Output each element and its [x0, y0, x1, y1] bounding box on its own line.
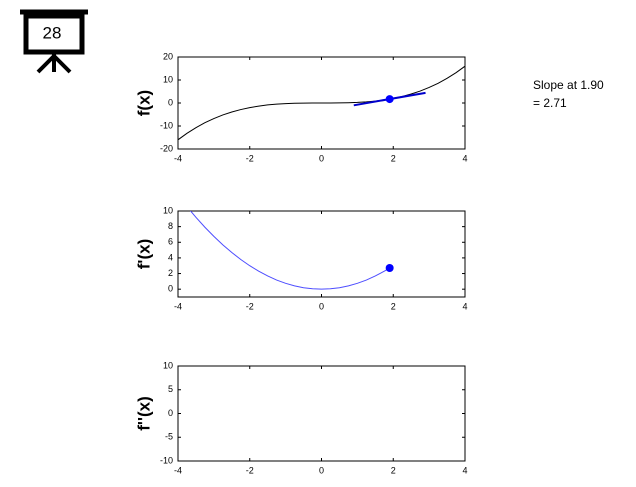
- y-tick-label: -5: [165, 432, 173, 442]
- y-tick-label: 5: [168, 384, 173, 394]
- y-tick-label: 10: [163, 74, 173, 84]
- x-tick-label: 2: [391, 301, 396, 311]
- y-tick-label: 8: [168, 221, 173, 231]
- axes-box: [177, 365, 466, 462]
- y-tick-label: -20: [160, 143, 173, 153]
- x-tick-label: -4: [174, 153, 182, 163]
- x-tick-label: 4: [462, 301, 467, 311]
- axes-box: [177, 210, 466, 298]
- x-tick-label: 2: [391, 153, 396, 163]
- y-tick-label: -10: [160, 120, 173, 130]
- y-tick-label: 20: [163, 51, 173, 61]
- y-axis-label: f''(x): [134, 396, 153, 431]
- slide-icon: 28: [20, 9, 88, 74]
- y-tick-label: 0: [168, 408, 173, 418]
- curve: [178, 65, 465, 141]
- slide-number: 28: [43, 23, 62, 42]
- x-tick-label: -4: [174, 465, 182, 475]
- curve: [189, 211, 390, 290]
- x-tick-label: 0: [319, 153, 324, 163]
- y-axis-label: f(x): [134, 90, 153, 116]
- y-tick-label: 0: [168, 97, 173, 107]
- y-tick-label: 10: [163, 360, 173, 370]
- x-tick-label: 2: [391, 465, 396, 475]
- y-tick-label: 10: [163, 205, 173, 215]
- x-tick-label: -2: [246, 301, 254, 311]
- x-tick-label: 0: [319, 301, 324, 311]
- y-tick-label: -10: [160, 455, 173, 465]
- x-tick-label: -2: [246, 153, 254, 163]
- annotation: Slope at 1.90: [533, 78, 604, 92]
- y-tick-label: 0: [168, 284, 173, 294]
- y-tick-label: 4: [168, 252, 173, 262]
- point: [385, 263, 394, 272]
- x-tick-label: 4: [462, 153, 467, 163]
- point: [385, 95, 394, 104]
- x-tick-label: -2: [246, 465, 254, 475]
- annotation: = 2.71: [533, 96, 567, 110]
- x-tick-label: 0: [319, 465, 324, 475]
- y-tick-label: 2: [168, 268, 173, 278]
- y-tick-label: 6: [168, 237, 173, 247]
- y-axis-label: f'(x): [134, 239, 153, 269]
- x-tick-label: 4: [462, 465, 467, 475]
- x-tick-label: -4: [174, 301, 182, 311]
